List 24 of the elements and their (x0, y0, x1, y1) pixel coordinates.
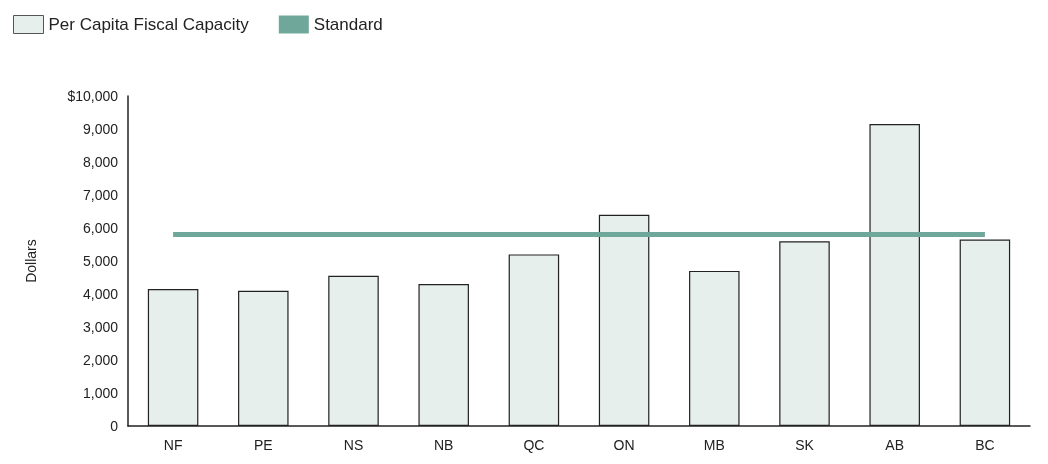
y-tick-label: 9,000 (82, 121, 119, 137)
y-axis-title: Dollars (23, 239, 39, 283)
y-tick-label: 7,000 (82, 187, 119, 203)
legend-label: Standard (313, 15, 383, 34)
x-tick-label: NB (433, 437, 454, 453)
y-tick-label: 1,000 (82, 385, 119, 401)
x-tick-label: ON (613, 437, 635, 453)
x-tick-label: QC (523, 437, 545, 453)
y-tick-label: 8,000 (82, 154, 119, 170)
x-tick-label: MB (703, 437, 725, 453)
y-tick-label: 2,000 (82, 352, 119, 368)
y-tick-label: 3,000 (82, 319, 119, 335)
x-tick-label: BC (975, 437, 995, 453)
x-tick-label: SK (795, 437, 815, 453)
x-tick-label: AB (885, 437, 905, 453)
legend-label: Per Capita Fiscal Capacity (48, 15, 250, 34)
x-tick-label: NS (343, 437, 364, 453)
x-tick-label: PE (253, 437, 273, 453)
x-tick-label: NF (163, 437, 183, 453)
y-tick-label: 0 (110, 418, 119, 434)
y-tick-label: 4,000 (82, 286, 119, 302)
y-tick-label: $10,000 (67, 88, 119, 104)
y-tick-label: 5,000 (82, 253, 119, 269)
y-tick-label: 6,000 (82, 220, 119, 236)
